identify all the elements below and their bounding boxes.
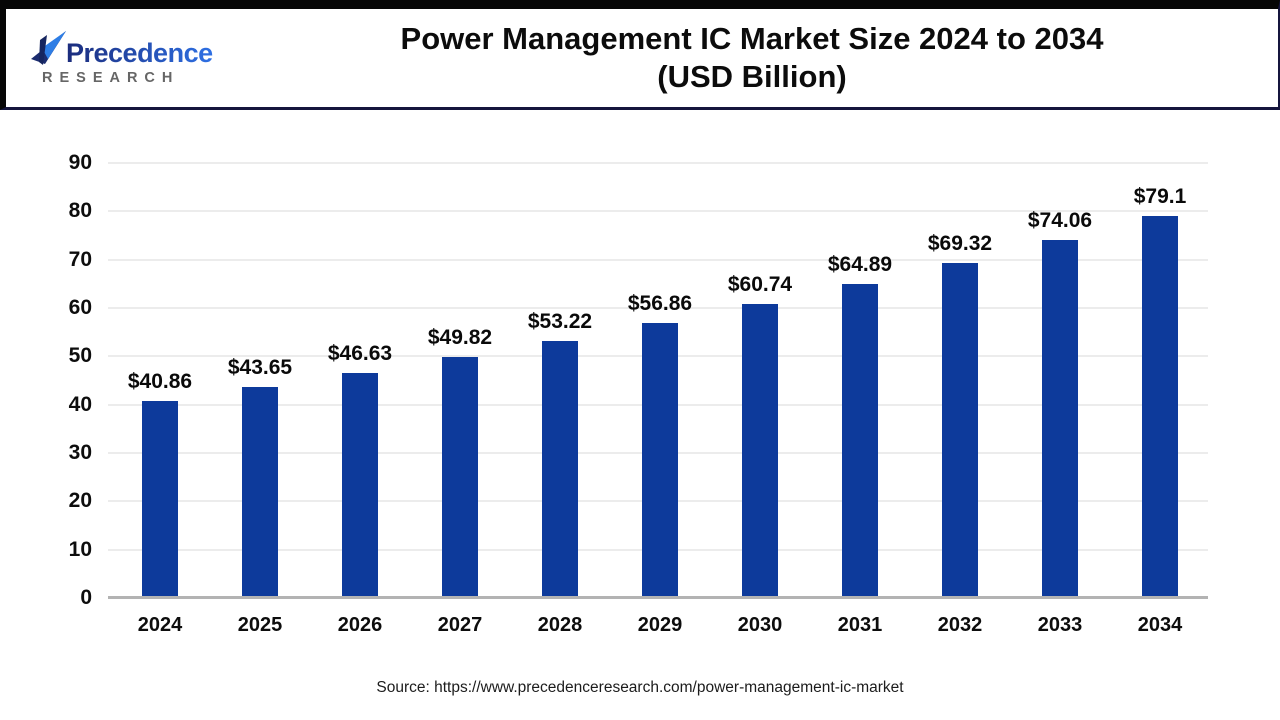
y-axis-label: 40: [68, 392, 92, 416]
x-axis-label: 2034: [1137, 614, 1183, 636]
bar-2026: [342, 372, 378, 598]
bar-value-label: $56.86: [627, 292, 693, 316]
y-axis-label: 30: [68, 441, 92, 465]
x-axis-label: 2024: [137, 614, 183, 636]
logo-subtitle-text: RESEARCH: [42, 70, 180, 86]
bar-value-label: $79.1: [1133, 184, 1187, 208]
gridline: [108, 307, 1208, 310]
bar-value-label: $64.89: [827, 253, 893, 277]
x-axis-label: 2028: [537, 614, 583, 636]
chart-title: Power Management IC Market Size 2024 to …: [296, 20, 1278, 96]
bar-value-label: $46.63: [327, 341, 393, 365]
bar-2033: [1042, 240, 1078, 598]
bar-2031: [842, 284, 878, 598]
x-axis-label: 2032: [937, 614, 983, 636]
header: Precedence RESEARCH Power Management IC …: [0, 0, 1280, 110]
bar-value-label: $74.06: [1027, 209, 1093, 233]
x-axis-label: 2025: [237, 614, 283, 636]
bar-2032: [942, 262, 978, 598]
bar-2024: [142, 400, 178, 598]
x-axis-label: 2026: [337, 614, 383, 636]
logo-top-row: Precedence: [30, 30, 296, 68]
chart-title-line2: (USD Billion): [657, 59, 847, 94]
gridline: [108, 162, 1208, 164]
x-axis-label: 2033: [1037, 614, 1083, 636]
gridline: [108, 258, 1208, 261]
logo: Precedence RESEARCH: [6, 30, 296, 86]
x-axis-baseline: [108, 596, 1208, 599]
bar-2025: [242, 387, 278, 598]
y-axis-label: 10: [68, 537, 92, 561]
y-axis-label: 20: [68, 489, 92, 513]
x-axis-label: 2029: [637, 614, 683, 636]
logo-brand-text: Precedence: [66, 38, 213, 68]
bar-value-label: $40.86: [127, 369, 193, 393]
bar-2034: [1142, 215, 1178, 598]
y-axis-label: 60: [68, 296, 92, 320]
bar-value-label: $43.65: [227, 356, 293, 380]
y-axis-label: 0: [80, 586, 92, 609]
y-axis-label: 90: [68, 151, 92, 174]
bar-2027: [442, 357, 478, 598]
y-axis-label: 50: [68, 344, 92, 368]
paper-plane-icon: [31, 31, 66, 65]
gridline: [108, 210, 1208, 213]
bar-value-label: $69.32: [927, 231, 993, 255]
bar-value-label: $60.74: [727, 273, 793, 297]
y-axis-label: 80: [68, 199, 92, 223]
source-line: Source: https://www.precedenceresearch.c…: [0, 679, 1280, 697]
bar-2030: [742, 304, 778, 598]
source-text: Source: https://www.precedenceresearch.c…: [376, 679, 904, 696]
y-axis-label: 70: [68, 247, 92, 271]
chart-title-line1: Power Management IC Market Size 2024 to …: [400, 21, 1104, 56]
bar-2028: [542, 340, 578, 598]
bar-2029: [642, 323, 678, 598]
x-axis-label: 2030: [737, 614, 783, 636]
x-axis-label: 2027: [437, 614, 483, 636]
x-axis-label: 2031: [837, 614, 883, 636]
bar-value-label: $49.82: [427, 326, 493, 350]
plot-area: 0 10 20 30 40 50 60 70 80 90 $40.86 2024 $43.65 2025 $…: [69, 152, 1208, 636]
bar-value-label: $53.22: [527, 309, 593, 333]
